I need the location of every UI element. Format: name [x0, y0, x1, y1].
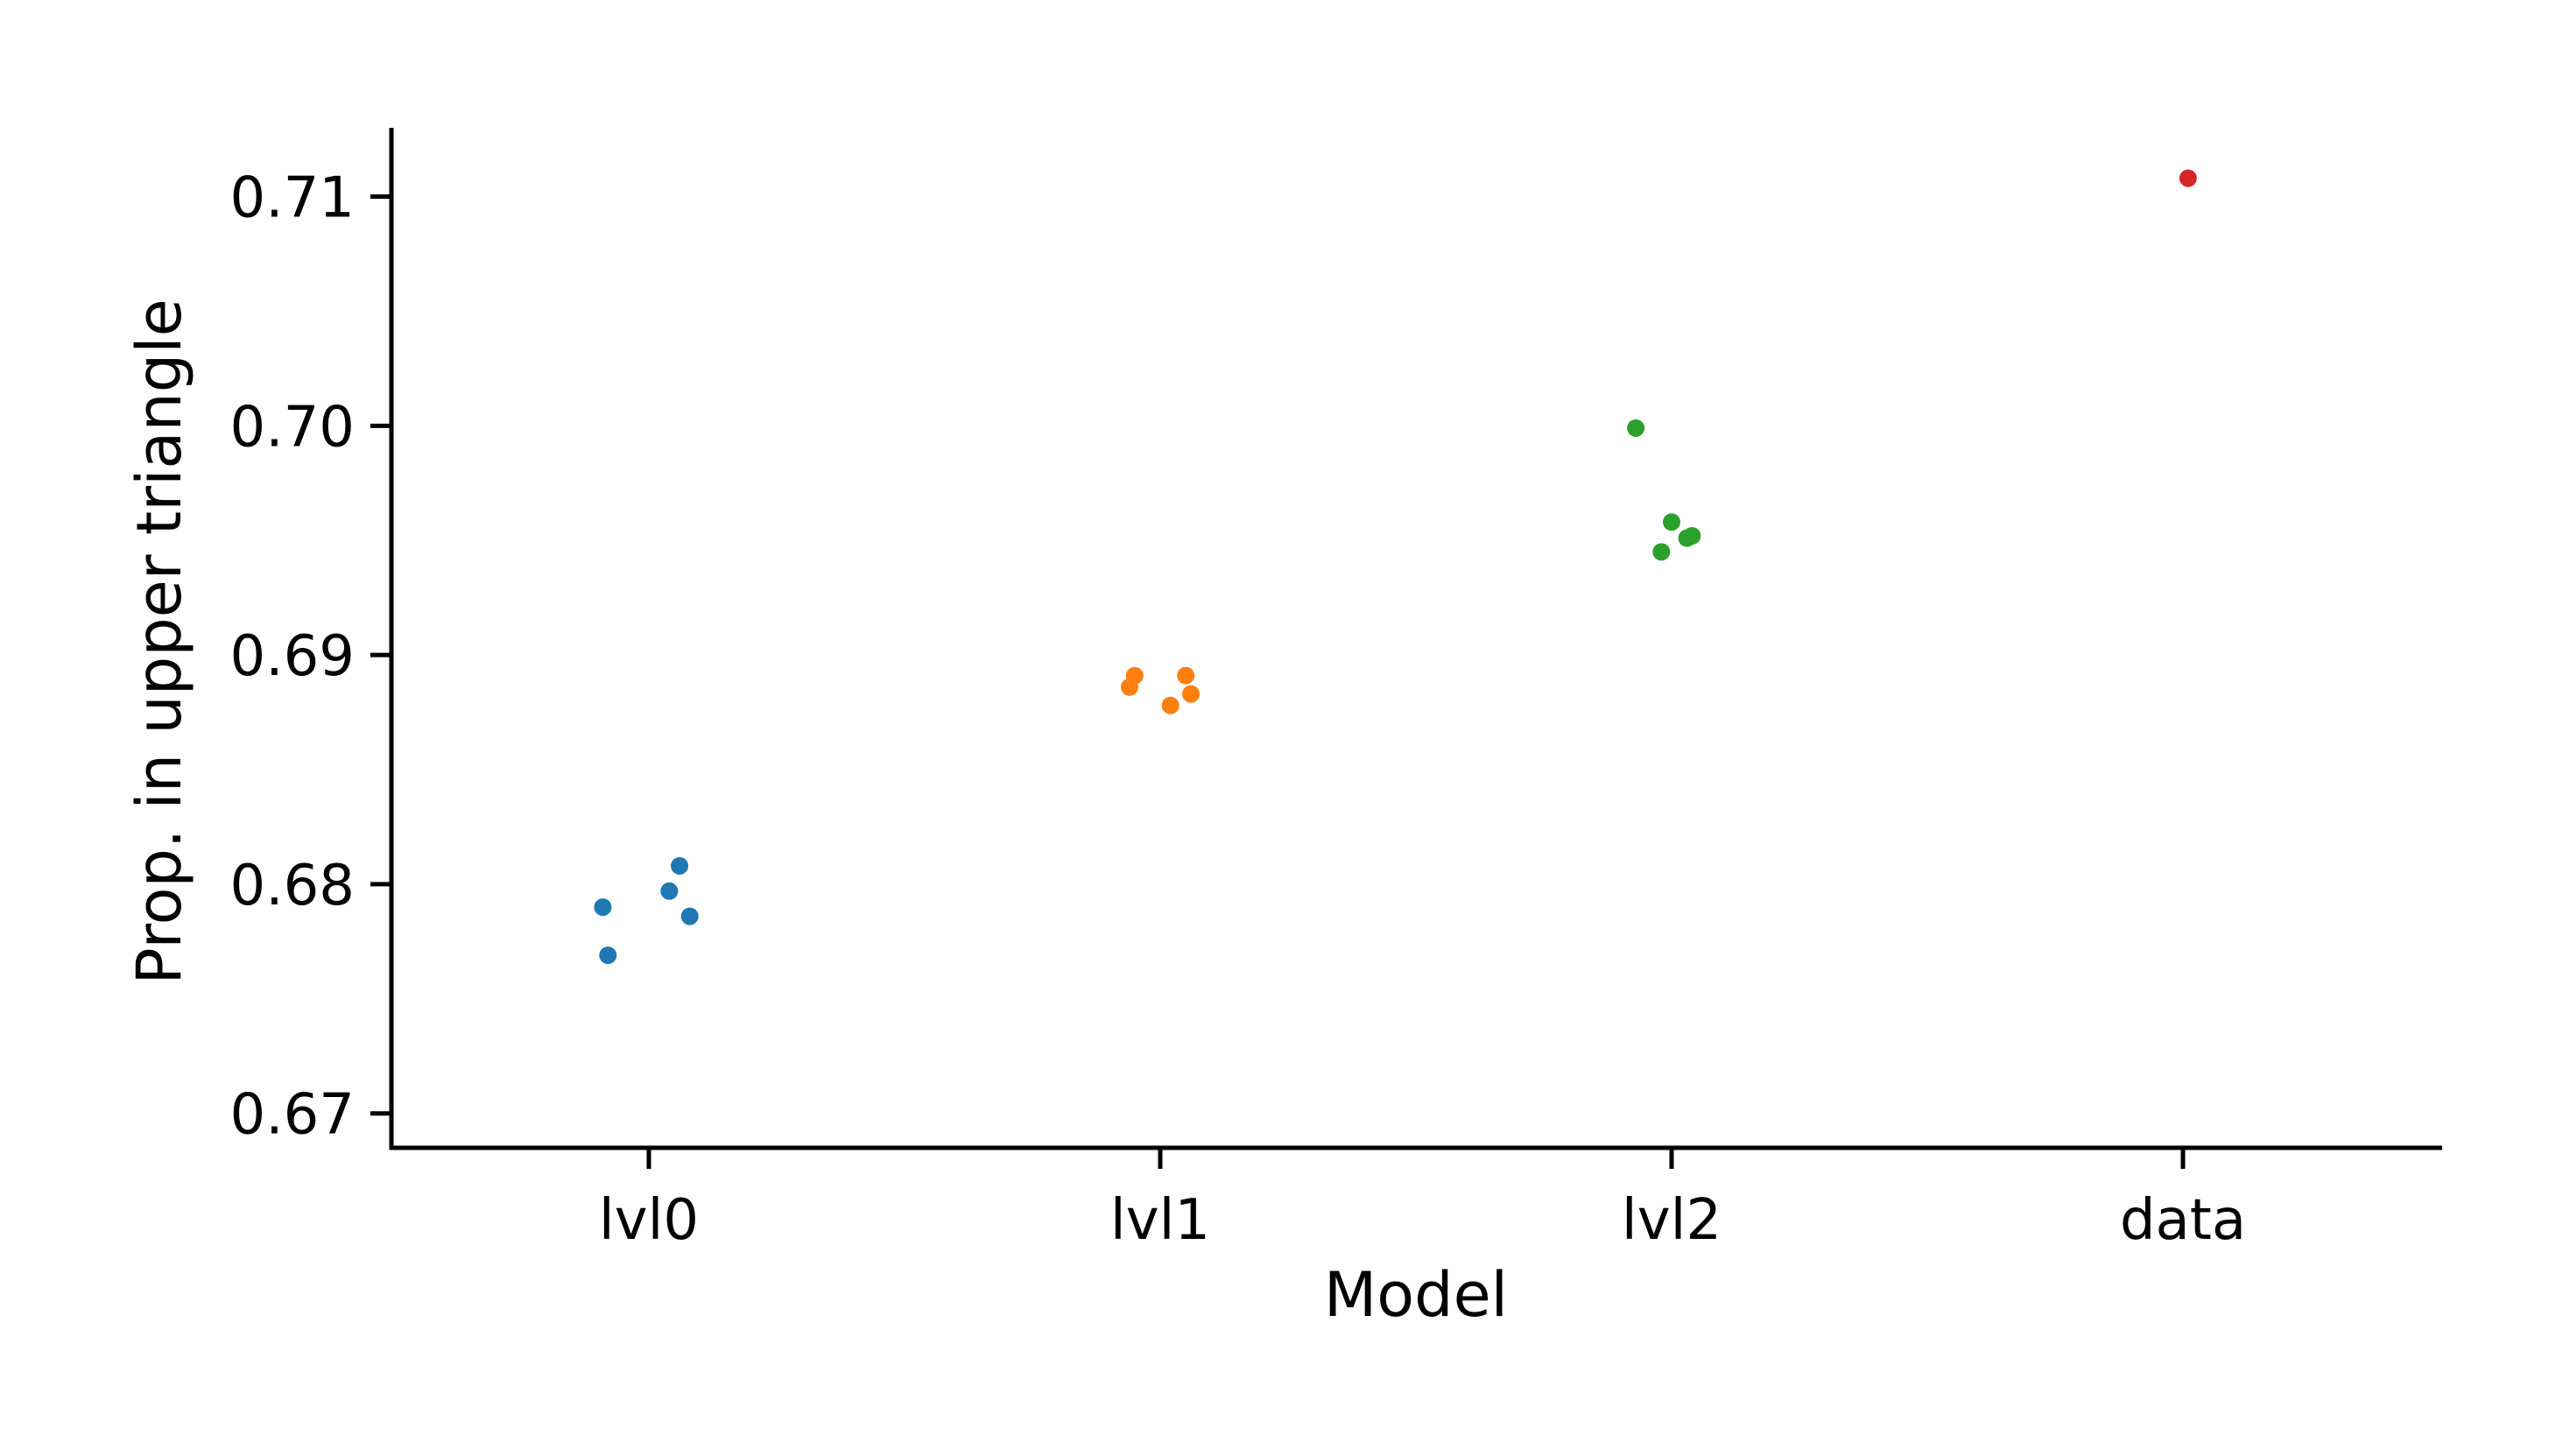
- x-axis-label: Model: [1324, 1259, 1508, 1331]
- data-point-lvl2: [1663, 513, 1680, 531]
- data-point-lvl1: [1161, 696, 1179, 714]
- data-point-lvl1: [1177, 666, 1195, 685]
- x-tick-label: lvl2: [1622, 1188, 1722, 1253]
- data-point-lvl1: [1182, 685, 1201, 703]
- data-point-lvl0: [660, 882, 679, 900]
- data-point-lvl0: [671, 856, 689, 875]
- y-axis-label: Prop. in upper triangle: [123, 299, 195, 984]
- x-tick-label: lvl0: [599, 1188, 699, 1253]
- x-axis-ticks: lvl0 lvl1 lvl2 data: [599, 1148, 2246, 1253]
- data-point-data: [2179, 169, 2197, 187]
- y-tick-label: 0.69: [230, 624, 356, 689]
- data-point-lvl1: [1125, 666, 1144, 685]
- y-axis-ticks: 0.67 0.68 0.69 0.70 0.71: [230, 166, 391, 1148]
- y-tick-label: 0.70: [230, 395, 356, 460]
- data-point-lvl2: [1652, 543, 1671, 561]
- y-tick-label: 0.71: [230, 166, 356, 231]
- data-point-lvl0: [594, 898, 612, 917]
- x-tick-label: lvl1: [1110, 1188, 1210, 1253]
- data-points: [594, 169, 2197, 965]
- data-point-lvl0: [599, 946, 617, 965]
- data-point-lvl0: [680, 907, 699, 925]
- data-point-lvl2: [1627, 419, 1645, 437]
- y-tick-label: 0.68: [230, 854, 356, 918]
- x-tick-label: data: [2120, 1188, 2246, 1253]
- data-point-lvl2: [1683, 527, 1701, 545]
- y-tick-label: 0.67: [230, 1083, 356, 1148]
